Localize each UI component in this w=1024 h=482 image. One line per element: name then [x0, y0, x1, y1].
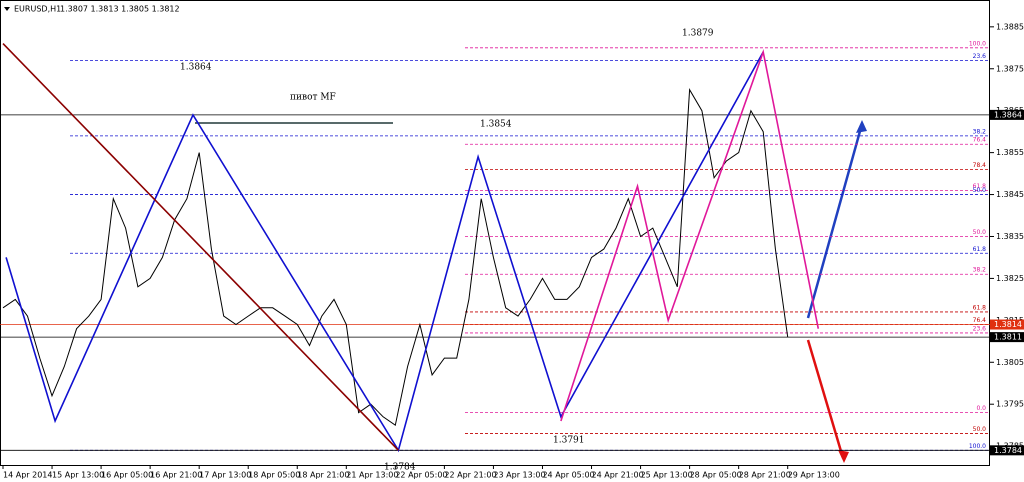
fib-label: 61.8 [973, 246, 987, 253]
y-tick-label: 1.3885 [996, 22, 1024, 31]
fib-label: 50.0 [973, 229, 987, 236]
fib-label: 0.0 [976, 405, 986, 412]
price-box [990, 332, 1024, 343]
y-tick-label: 1.3835 [996, 232, 1024, 241]
annotation: 1.3854 [480, 120, 512, 130]
x-tick-label: 18 Apr 05:00 [248, 471, 300, 480]
x-tick-label: 29 Apr 13:00 [788, 471, 840, 480]
arrow-up-head [856, 120, 867, 133]
annotation: 1.3791 [553, 436, 585, 446]
x-tick-label: 21 Apr 13:00 [346, 471, 398, 480]
x-tick-label: 28 Apr 21:00 [739, 471, 791, 480]
x-tick-label: 28 Apr 05:00 [690, 471, 742, 480]
price-box [990, 445, 1024, 456]
price-box-label: 1.3811 [994, 333, 1022, 342]
annotation: 1.3879 [682, 29, 714, 39]
fib-label: 61.8 [973, 183, 987, 190]
zigzag [2, 43, 399, 451]
y-tick-label: 1.3795 [996, 400, 1024, 409]
fib-label: 38.2 [973, 128, 987, 135]
x-tick-label: 16 Apr 05:00 [101, 471, 153, 480]
annotation: 1.3784 [384, 463, 416, 473]
arrow-down-head [838, 450, 849, 463]
x-tick-label: 14 Apr 2014 [3, 471, 52, 480]
x-tick-label: 24 Apr 05:00 [542, 471, 594, 480]
menu-triangle [4, 7, 10, 11]
y-tick-label: 1.3855 [996, 148, 1024, 157]
price-box [990, 319, 1024, 330]
arrow-up [806, 123, 864, 319]
x-tick-label: 16 Apr 21:00 [150, 471, 202, 480]
x-tick-label: 18 Apr 21:00 [297, 471, 349, 480]
fib-label: 76.4 [973, 317, 987, 324]
zigzag [560, 48, 820, 422]
price-box [990, 109, 1024, 120]
y-tick-label: 1.3875 [996, 64, 1024, 73]
x-tick-label: 17 Apr 13:00 [199, 471, 251, 480]
fib-label: 61.8 [973, 304, 987, 311]
x-tick-label: 24 Apr 21:00 [592, 471, 644, 480]
fib-label: 100.0 [969, 443, 986, 450]
arrow-down [806, 339, 845, 459]
price-box-label: 1.3864 [994, 110, 1022, 119]
y-tick-label: 1.3825 [996, 274, 1024, 283]
fib-label: 76.4 [973, 137, 987, 144]
fib-label: 100.0 [969, 40, 986, 47]
y-tick-label: 1.3845 [996, 190, 1024, 199]
x-tick-label: 22 Apr 21:00 [444, 471, 496, 480]
fib-label: 78.4 [973, 162, 987, 169]
fib-label: 50.0 [973, 187, 987, 194]
price-box-label: 1.3784 [994, 446, 1022, 455]
x-tick-label: 23 Apr 13:00 [493, 471, 545, 480]
price-line-series [2, 88, 789, 427]
fib-label: 50.0 [973, 426, 987, 433]
symbol: EURUSD,H1 [14, 5, 61, 14]
x-tick-label: 22 Apr 05:00 [395, 471, 447, 480]
fib-label: 23.6 [973, 53, 987, 60]
x-tick-label: 25 Apr 13:00 [641, 471, 693, 480]
plot-frame [0, 0, 990, 466]
x-tick-label: 15 Apr 13:00 [52, 471, 104, 480]
ohlc: 1.3807 1.3813 1.3805 1.3812 [60, 5, 180, 14]
y-tick-label: 1.3805 [996, 358, 1024, 367]
annotation: пивот MF [290, 93, 336, 103]
annotation: 1.3864 [180, 63, 212, 73]
price-box-label: 1.3814 [994, 320, 1022, 329]
fib-label: 23.6 [973, 325, 987, 332]
fib-label: 38.2 [973, 267, 987, 274]
